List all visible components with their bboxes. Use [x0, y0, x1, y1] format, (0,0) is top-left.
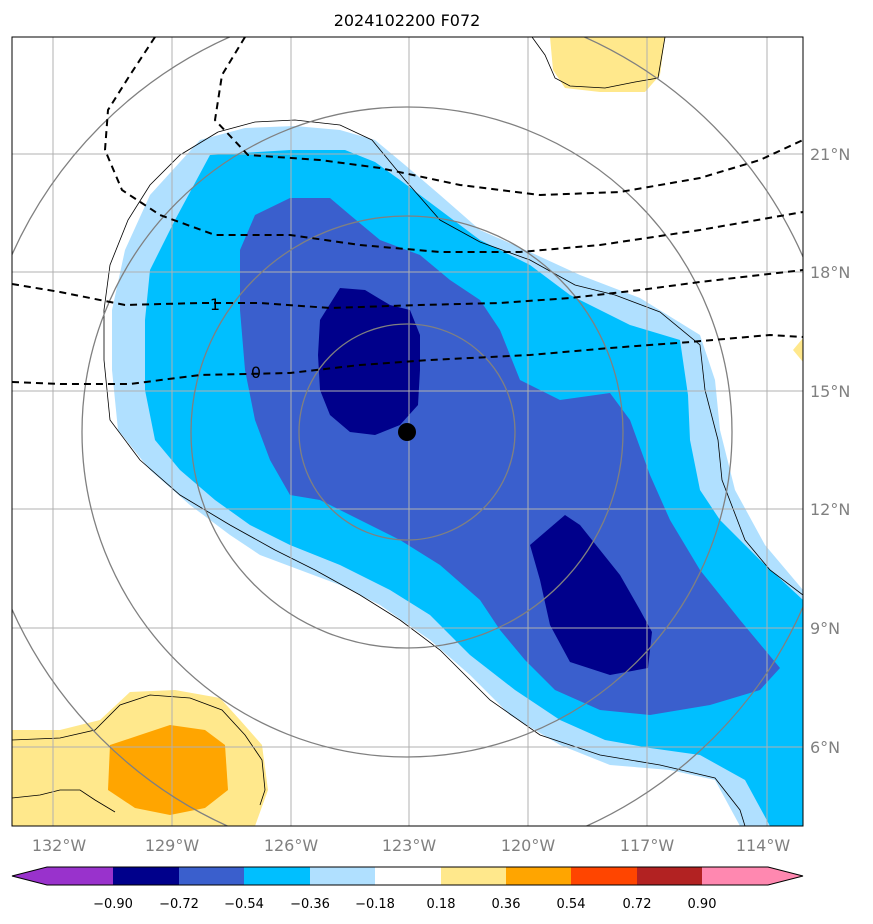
x-tick-label: 129°W: [145, 836, 200, 855]
colorbar-tick-label: 0.18: [427, 897, 456, 912]
x-tick-label: 132°W: [32, 836, 87, 855]
colorbar-segment: [47, 867, 113, 885]
x-tick-label: 123°W: [382, 836, 437, 855]
colorbar-tick-label: −0.18: [355, 897, 395, 912]
colorbar-segment: [113, 867, 179, 885]
colorbar-tick-label: −0.90: [93, 897, 133, 912]
x-tick-label: 117°W: [620, 836, 675, 855]
contour-fill-minus-072-north: [318, 288, 420, 435]
contour-label-0: 0: [251, 363, 261, 382]
colorbar-tick-label: 0.54: [557, 897, 586, 912]
colorbar-segment: [506, 867, 571, 885]
x-tick-label: 114°W: [736, 836, 791, 855]
dashed-contour-lines: [12, 37, 803, 385]
colorbar-segment: [375, 867, 441, 885]
y-tick-label: 15°N: [810, 382, 850, 401]
x-tick-label: 120°W: [501, 836, 556, 855]
thin-contour-lines: [12, 37, 803, 826]
y-tick-labels: 6°N 9°N 12°N 15°N 18°N 21°N: [810, 145, 850, 757]
colorbar-extend-low: [12, 867, 47, 885]
colorbar-tick-label: 0.36: [492, 897, 521, 912]
y-tick-label: 21°N: [810, 145, 850, 164]
colorbar-segment: [637, 867, 702, 885]
colorbar: −0.90 −0.72 −0.54 −0.36 −0.18 0.18 0.36 …: [11, 866, 804, 912]
range-ring-300km: [298, 323, 516, 541]
map-plot-area: 1 0: [12, 37, 803, 826]
range-ring-900km: [81, 106, 733, 758]
colorbar-segment: [441, 867, 506, 885]
range-rings: [12, 37, 803, 826]
colorbar-segment: [179, 867, 244, 885]
x-tick-labels: 132°W 129°W 126°W 123°W 120°W 117°W 114°…: [32, 836, 791, 855]
colorbar-segment: [244, 867, 310, 885]
chart-title: 2024102200 F072: [334, 11, 481, 30]
plot-frame: [11, 36, 804, 827]
range-ring-600km: [190, 215, 624, 649]
y-tick-label: 6°N: [810, 738, 840, 757]
colorbar-extend-high: [768, 867, 803, 885]
colorbar-segment: [702, 867, 768, 885]
contour-fill-plus-018-east: [793, 338, 803, 362]
y-tick-label: 18°N: [810, 263, 850, 282]
contour-label-1: 1: [210, 295, 220, 314]
colorbar-tick-label: −0.36: [290, 897, 330, 912]
colorbar-tick-label: −0.54: [224, 897, 264, 912]
storm-center-marker: [398, 423, 416, 441]
colorbar-tick-label: −0.72: [159, 897, 199, 912]
colorbar-segment: [310, 867, 375, 885]
x-tick-label: 126°W: [264, 836, 319, 855]
colorbar-segment: [571, 867, 637, 885]
contour-fill-minus-072-south: [530, 515, 652, 675]
colorbar-outline: [11, 866, 804, 886]
y-tick-label: 12°N: [810, 500, 850, 519]
y-tick-label: 9°N: [810, 619, 840, 638]
colorbar-tick-label: 0.90: [688, 897, 717, 912]
contour-fill-plus-018-north: [550, 37, 665, 92]
colorbar-tick-label: 0.72: [623, 897, 652, 912]
